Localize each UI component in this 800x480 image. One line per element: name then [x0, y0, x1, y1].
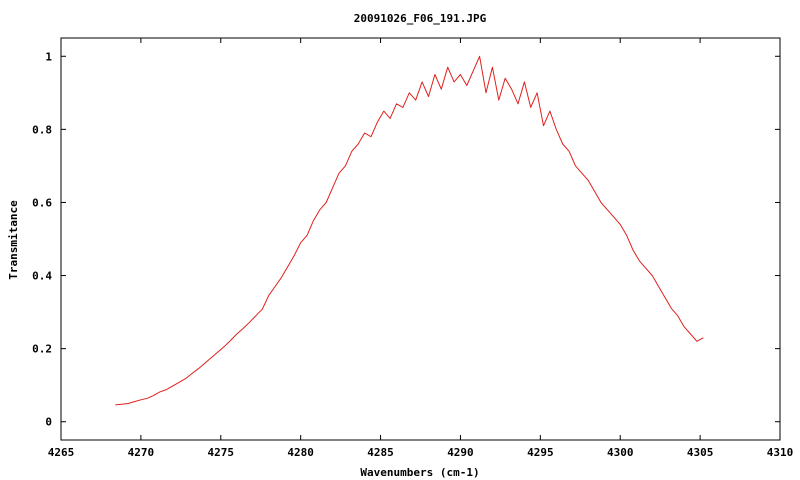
y-axis-label: Transmitance: [7, 200, 20, 280]
plot-frame: [60, 37, 781, 441]
y-tick-label: 0.8: [32, 123, 52, 136]
y-tick-label: 0.2: [32, 343, 52, 356]
y-tick-label: 1: [45, 50, 52, 63]
series-group: [115, 55, 704, 406]
x-tick-label: 4295: [527, 446, 554, 459]
axis-ticks: [60, 38, 781, 440]
x-tick-label: 4280: [287, 446, 314, 459]
x-tick-label: 4265: [48, 446, 75, 459]
x-tick-label: 4275: [208, 446, 235, 459]
x-tick-label: 4285: [367, 446, 394, 459]
axis-tick-labels: 4265 4270 4275 4280 4285 4290 4295 4300 4305 4310…: [32, 50, 793, 459]
x-tick-label: 4305: [687, 446, 714, 459]
x-axis-label: Wavenumbers (cm-1): [360, 466, 479, 479]
y-tick-label: 0: [45, 416, 52, 429]
y-tick-label: 0.4: [32, 270, 52, 283]
x-tick-label: 4290: [447, 446, 474, 459]
chart-title: 20091026_F06_191.JPG: [354, 12, 487, 25]
y-tick-label: 0.6: [32, 196, 52, 209]
x-tick-label: 4270: [128, 446, 155, 459]
x-tick-label: 4300: [607, 446, 634, 459]
x-tick-label: 4310: [767, 446, 794, 459]
series-line: [115, 55, 704, 406]
